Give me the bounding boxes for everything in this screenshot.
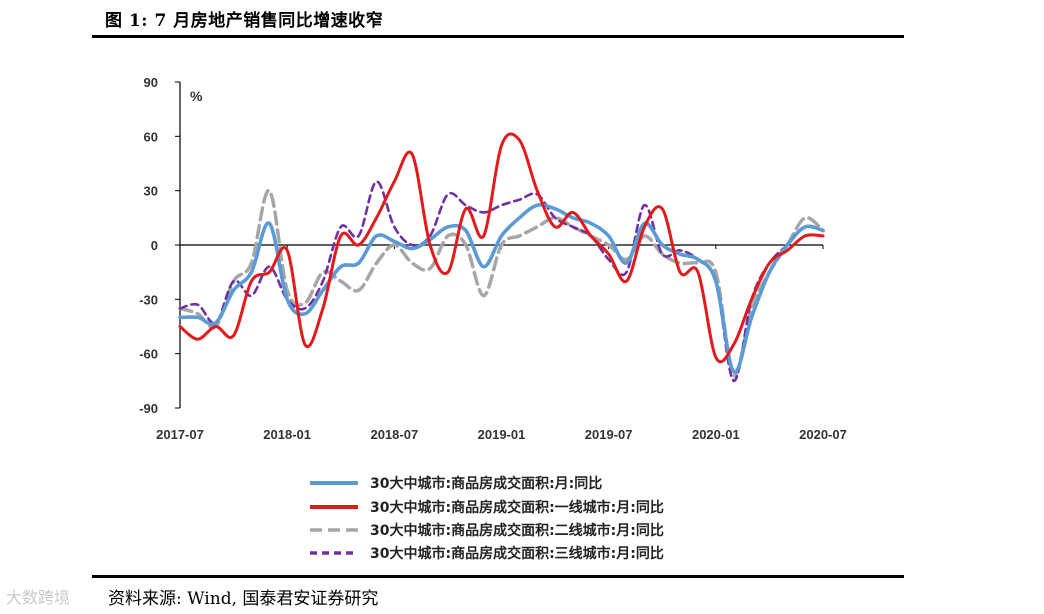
- x-tick-label: 2020-07: [799, 427, 847, 442]
- x-tick-label: 2018-01: [263, 427, 311, 442]
- series-line-4: [178, 180, 825, 383]
- y-tick-label: -90: [139, 401, 158, 416]
- figure-title: 图 1: 7 月房地产销售同比增速收窄: [105, 11, 384, 31]
- legend-label-2: 30大中城市:商品房成交面积:一线城市:月:同比: [370, 499, 664, 516]
- legend-label-1: 30大中城市:商品房成交面积:月:同比: [370, 475, 602, 492]
- watermark: 大数跨境: [6, 588, 71, 607]
- y-tick-label: 60: [144, 129, 158, 144]
- chart-legend: 30大中城市:商品房成交面积:月:同比 30大中城市:商品房成交面积:一线城市:月…: [310, 475, 664, 562]
- x-tick-label: 2020-01: [692, 427, 740, 442]
- chart-axes: 90 60 30 0 -30 -60 -90% 2017-07 2018-01 2018-07 20…: [139, 75, 847, 442]
- series-line-1: [178, 202, 825, 374]
- x-tick-label: 2019-01: [478, 427, 526, 442]
- chart-series: [178, 132, 825, 383]
- top-rule: [92, 35, 904, 38]
- bottom-rule: [92, 575, 904, 578]
- y-tick-label: 0: [151, 238, 158, 253]
- x-tick-label: 2017-07: [156, 427, 204, 442]
- y-tick-label: 30: [144, 184, 158, 199]
- series-line-2: [178, 132, 825, 364]
- x-tick-label: 2018-07: [370, 427, 418, 442]
- legend-label-4: 30大中城市:商品房成交面积:三线城市:月:同比: [370, 545, 664, 562]
- y-unit-label: %: [190, 88, 203, 104]
- y-tick-label: -30: [139, 292, 158, 307]
- y-tick-label: 90: [144, 75, 158, 90]
- y-tick-label: -60: [139, 347, 158, 362]
- x-tick-label: 2019-07: [585, 427, 633, 442]
- legend-label-3: 30大中城市:商品房成交面积:二线城市:月:同比: [370, 522, 664, 539]
- source-note: 资料来源: Wind, 国泰君安证券研究: [108, 589, 379, 609]
